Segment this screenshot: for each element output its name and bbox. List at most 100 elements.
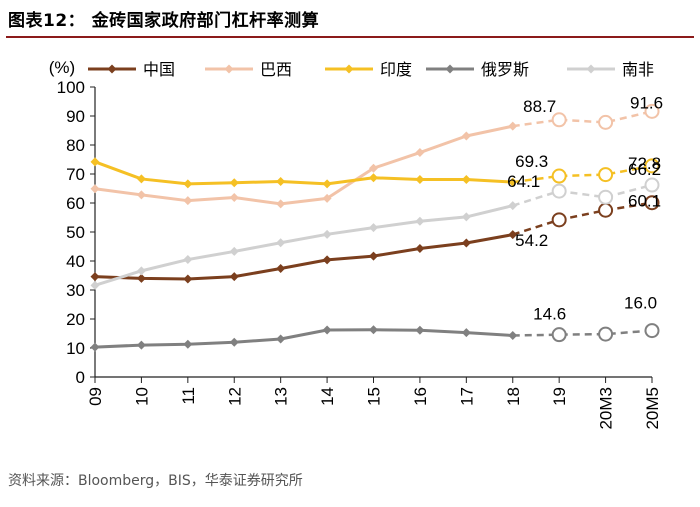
data-point: [461, 131, 471, 141]
series-中国: [90, 195, 660, 284]
data-point: [508, 230, 518, 240]
data-label: 72.8: [628, 154, 661, 173]
series-印度: [90, 157, 660, 189]
data-point: [229, 246, 239, 256]
data-label-layer: 88.7 91.6 69.3 72.8 64.1 66.2 54.2 60.1 14.6 16.0: [507, 93, 663, 323]
axes-layer: 0 10 20 30 40 50 60 70 80 90 100(%) 09 10 11 12 13 14 15 1…: [49, 58, 662, 430]
data-point: [276, 264, 286, 274]
data-point-forecast: [551, 168, 567, 184]
data-point: [276, 334, 286, 344]
figure-title: 图表12： 金砖国家政府部门杠杆率测算: [8, 11, 320, 31]
data-point: [369, 223, 378, 233]
data-point: [369, 173, 378, 183]
x-tick-label: 17: [457, 387, 476, 406]
data-point: [322, 325, 332, 335]
data-point-forecast: [598, 114, 614, 130]
data-point: [508, 331, 518, 341]
title-divider: [6, 36, 694, 38]
data-point-forecast: [644, 195, 660, 211]
data-point: [508, 177, 518, 187]
legend: 中国 巴西 印度 俄罗斯 南非: [88, 61, 654, 79]
data-point-forecast: [644, 323, 660, 339]
y-tick-label: 50: [66, 223, 85, 242]
legend-label: 巴西: [260, 62, 292, 79]
data-point: [90, 280, 100, 290]
data-point: [369, 163, 378, 173]
x-tick-label: 13: [272, 387, 291, 406]
data-label: 66.2: [628, 160, 661, 179]
source-note: 资料来源：Bloomberg，BIS，华泰证券研究所: [8, 473, 303, 489]
data-label: 88.7: [523, 97, 556, 116]
legend-label: 印度: [380, 61, 412, 79]
legend-swatch-marker: [107, 64, 117, 74]
data-point: [136, 266, 146, 276]
data-point: [276, 199, 286, 209]
series-line: [94, 204, 514, 287]
y-tick-label: 30: [66, 281, 85, 300]
x-tick-label: 20M5: [643, 387, 662, 430]
data-point: [322, 229, 332, 239]
y-tick-label: 20: [66, 310, 85, 329]
series-forecast-line: [512, 183, 653, 207]
legend-swatch-marker: [344, 64, 354, 74]
data-point: [322, 193, 332, 203]
data-point: [461, 328, 471, 338]
data-point: [369, 251, 378, 261]
data-point: [183, 179, 193, 189]
data-point: [136, 273, 146, 283]
series-line: [94, 124, 514, 206]
y-tick-label: 40: [66, 252, 85, 271]
data-label: 54.2: [515, 231, 548, 250]
data-point: [276, 177, 286, 187]
x-tick-label: 20M3: [597, 387, 616, 430]
y-tick-label: 100: [57, 78, 85, 97]
data-point: [183, 255, 193, 265]
data-point: [461, 212, 471, 222]
y-unit-label: (%): [49, 58, 75, 77]
y-tick-label: 70: [66, 165, 85, 184]
legend-swatch-marker: [224, 64, 234, 74]
data-point-forecast: [644, 103, 660, 119]
legend-label: 俄罗斯: [481, 61, 529, 79]
data-point: [276, 238, 286, 248]
x-tick-label: 14: [318, 387, 337, 406]
data-label: 69.3: [515, 152, 548, 171]
data-point: [229, 192, 239, 202]
data-point-forecast: [644, 158, 660, 174]
x-tick-label: 10: [132, 387, 151, 406]
data-label: 64.1: [507, 172, 540, 191]
series-巴西: [90, 103, 660, 209]
y-tick-label: 90: [66, 107, 85, 126]
data-point-forecast: [551, 327, 567, 343]
data-point: [183, 339, 193, 349]
data-point: [229, 272, 239, 282]
legend-swatch-marker: [586, 64, 596, 74]
legend-item: 南非: [567, 61, 654, 79]
y-tick-label: 80: [66, 136, 85, 155]
series-line: [94, 328, 513, 349]
data-point: [136, 340, 146, 350]
data-point: [90, 272, 100, 282]
series-layer: [90, 103, 660, 352]
data-point: [136, 174, 146, 184]
data-point: [183, 196, 193, 206]
data-point: [322, 255, 332, 265]
data-point: [415, 244, 425, 254]
legend-label: 南非: [622, 61, 654, 79]
data-point-forecast: [551, 112, 567, 128]
legend-item: 俄罗斯: [426, 61, 529, 79]
data-point: [90, 342, 100, 352]
x-tick-label: 16: [411, 387, 430, 406]
data-point: [90, 157, 100, 167]
legend-item: 印度: [325, 61, 412, 79]
x-tick-label: 18: [504, 387, 523, 406]
data-point: [508, 121, 518, 131]
y-tick-label: 10: [66, 339, 85, 358]
series-forecast-line: [512, 201, 653, 236]
series-俄罗斯: [90, 323, 660, 352]
y-tick-label: 60: [66, 194, 85, 213]
data-point-forecast: [598, 167, 614, 183]
data-point: [90, 184, 100, 194]
data-point: [461, 175, 471, 185]
